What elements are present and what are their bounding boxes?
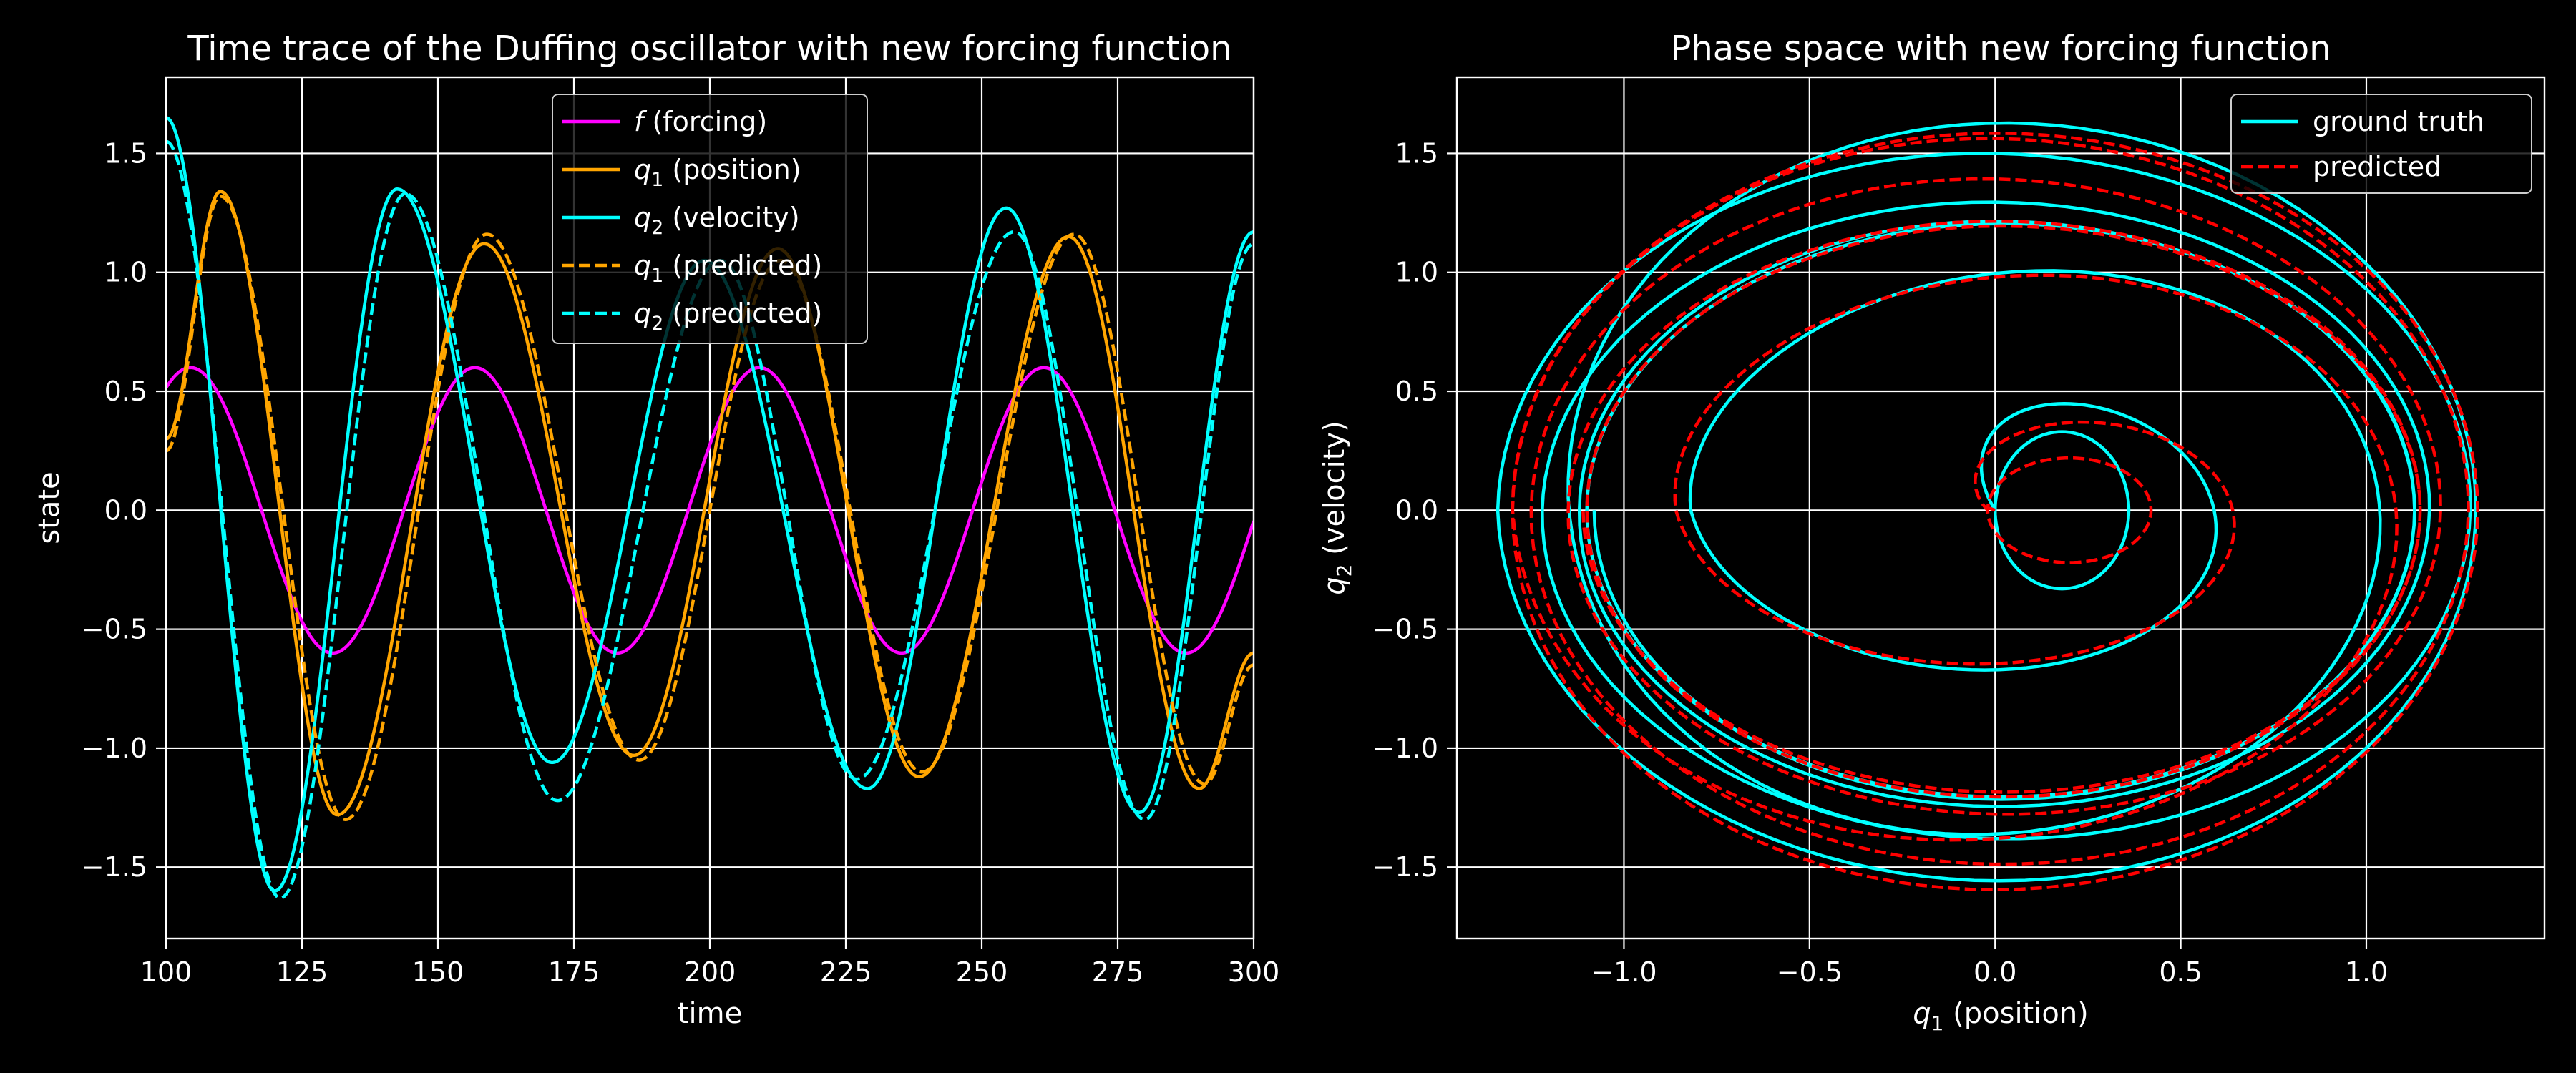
y-tick-label: −1.5 bbox=[1372, 851, 1438, 883]
series-line-q1p bbox=[166, 195, 1254, 821]
y-tick-label: −1.0 bbox=[1372, 733, 1438, 764]
legend-rest: (predicted) bbox=[663, 298, 822, 329]
x-tick-label: −0.5 bbox=[1777, 956, 1843, 988]
legend-entry: ground truth bbox=[2313, 106, 2484, 137]
legend-rest: (position) bbox=[663, 154, 801, 185]
x-tick-label: 175 bbox=[548, 956, 600, 988]
legend-sub: 2 bbox=[651, 313, 663, 335]
legend-entry: q2 (predicted) bbox=[634, 298, 822, 335]
legend-box bbox=[2230, 94, 2532, 194]
y-tick-label: 0.0 bbox=[1395, 494, 1438, 526]
label-rest: (velocity) bbox=[1318, 421, 1351, 564]
y-tick-label: −1.0 bbox=[82, 733, 147, 764]
x-tick-label: 150 bbox=[412, 956, 464, 988]
y-tick-label: 0.5 bbox=[104, 376, 147, 407]
legend-var: q bbox=[634, 250, 651, 281]
series-line-forcing bbox=[166, 366, 1254, 655]
y-tick-label: 1.0 bbox=[1395, 257, 1438, 288]
legend-sub: 2 bbox=[651, 217, 663, 239]
series-line-predicted bbox=[1511, 131, 2479, 892]
label-sub: 1 bbox=[1931, 1011, 1944, 1035]
x-tick-label: −1.0 bbox=[1591, 956, 1657, 988]
axes-frame bbox=[165, 76, 1255, 940]
x-tick-label: 225 bbox=[820, 956, 872, 988]
x-tick-label: 0.0 bbox=[1974, 956, 2016, 988]
y-tick-label: 0.5 bbox=[1395, 376, 1438, 407]
chart-title: Phase space with new forcing function bbox=[1670, 29, 2331, 69]
x-tick-label: 250 bbox=[956, 956, 1008, 988]
x-tick-label: 100 bbox=[140, 956, 192, 988]
y-axis-label: q2 (velocity) bbox=[1318, 421, 1356, 594]
legend-var: q bbox=[634, 154, 651, 185]
y-tick-label: 1.5 bbox=[104, 137, 147, 169]
x-tick-label: 300 bbox=[1228, 956, 1280, 988]
x-axis-label: time bbox=[678, 997, 742, 1030]
legend-var: q bbox=[634, 298, 651, 329]
y-tick-label: −1.5 bbox=[82, 851, 147, 883]
legend-entry: f (forcing) bbox=[634, 106, 767, 137]
series-line-q1 bbox=[166, 190, 1254, 817]
label-rest: (position) bbox=[1943, 997, 2088, 1030]
legend: ground truth predicted bbox=[2230, 94, 2532, 194]
axes-frame bbox=[1455, 76, 2546, 940]
x-tick-label: 0.5 bbox=[2159, 956, 2202, 988]
legend-box bbox=[552, 94, 868, 344]
y-tick-label: 0.0 bbox=[104, 494, 147, 526]
plot-area bbox=[1457, 77, 2545, 939]
label-sub: 2 bbox=[1332, 564, 1356, 577]
label-var: q bbox=[1318, 577, 1351, 594]
legend-rest: (predicted) bbox=[663, 250, 822, 281]
series-group bbox=[1496, 121, 2479, 892]
y-tick-label: 1.5 bbox=[1395, 137, 1438, 169]
chart-title: Time trace of the Duffing oscillator wit… bbox=[187, 29, 1231, 69]
legend-rest: (velocity) bbox=[663, 202, 799, 233]
legend-entry: q1 (predicted) bbox=[634, 250, 822, 287]
legend-rest: (forcing) bbox=[643, 106, 767, 137]
y-tick-label: −0.5 bbox=[1372, 614, 1438, 645]
x-tick-label: 125 bbox=[276, 956, 328, 988]
x-axis-label: q1 (position) bbox=[1913, 997, 2089, 1035]
legend-entry: q2 (velocity) bbox=[634, 202, 800, 239]
y-tick-label: 1.0 bbox=[104, 257, 147, 288]
chart-2: −1.0 −0.5 0.0 0.5 1.0 −1.5 −1.0 −0.5 0.0 0.5 1.0 1.… bbox=[1318, 29, 2546, 1035]
legend-entry: q1 (position) bbox=[634, 154, 801, 191]
y-tick-label: −0.5 bbox=[82, 614, 147, 645]
legend: f (forcing)q1 (position)q2 (velocity)q1 … bbox=[552, 94, 868, 344]
legend-sub: 1 bbox=[651, 169, 663, 191]
y-axis-label: state bbox=[33, 471, 66, 544]
legend-var: q bbox=[634, 202, 651, 233]
legend-sub: 1 bbox=[651, 265, 663, 287]
x-tick-label: 1.0 bbox=[2345, 956, 2388, 988]
x-tick-label: 275 bbox=[1092, 956, 1144, 988]
x-tick-label: 200 bbox=[684, 956, 736, 988]
legend-entry: predicted bbox=[2313, 151, 2441, 182]
chart-1: 100 125 150 175 200 225 250 275 300 −1.5 −1.0 −0.5 0… bbox=[33, 29, 1279, 1030]
label-var: q bbox=[1913, 997, 1931, 1030]
